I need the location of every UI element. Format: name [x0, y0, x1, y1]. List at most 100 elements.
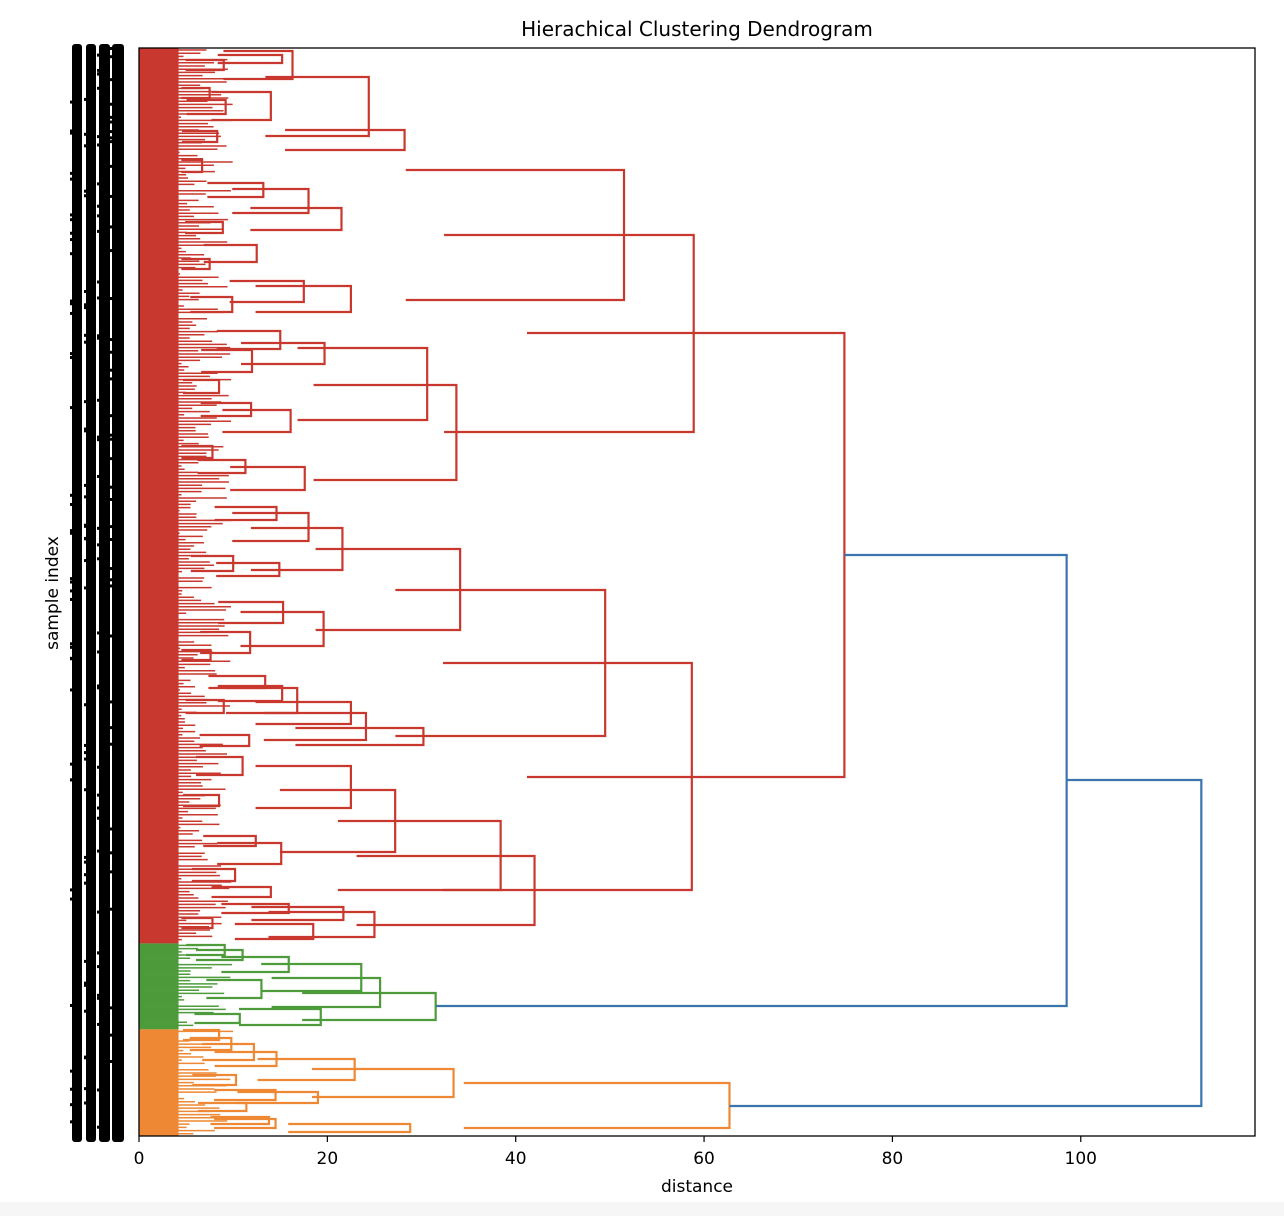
leaf-label-glyph [97, 398, 99, 402]
red-cluster-link [356, 854, 536, 927]
red-cluster-link [181, 129, 219, 144]
leaf-label-glyph [84, 429, 86, 433]
orange-cluster-link [214, 1117, 277, 1130]
red-cluster-link [222, 408, 292, 434]
red-cluster-link [250, 206, 343, 232]
leaf-label-glyph [110, 377, 112, 381]
red-cluster-link [229, 279, 305, 304]
leaf-label-glyph [110, 1006, 112, 1010]
leaf-label-column [86, 44, 96, 1142]
leaf-label-glyph [70, 171, 72, 175]
leaf-label-glyph [97, 214, 99, 218]
leaf-label-glyph [97, 53, 99, 57]
leaf-label-glyph [97, 143, 99, 147]
leaf-label-glyph [70, 238, 72, 242]
red-cluster-link [223, 49, 294, 81]
red-cluster-link [195, 755, 244, 777]
leaf-label-glyph [110, 634, 112, 638]
red-cluster-link [181, 257, 211, 271]
leaf-label-glyph [84, 340, 86, 344]
x-tick-label: 20 [317, 1149, 339, 1169]
leaf-label-glyph [84, 495, 86, 499]
leaf-label-glyph [70, 762, 72, 766]
leaf-label-glyph [110, 46, 112, 50]
bottom-strip [0, 1202, 1284, 1216]
leaf-label-glyph [97, 135, 99, 139]
leaf-label-glyph [84, 757, 86, 761]
leaf-label-glyph [84, 881, 86, 885]
leaf-label-glyph [110, 350, 112, 354]
leaf-label-glyph [70, 589, 72, 593]
red-cluster-link [203, 834, 257, 848]
leaf-label-glyph [110, 414, 112, 418]
leaf-label-glyph [84, 427, 86, 431]
leaf-label-glyph [110, 249, 112, 253]
red-cluster-link [190, 554, 235, 573]
x-tick-label: 40 [505, 1149, 527, 1169]
red-cluster-link [186, 98, 227, 116]
leaf-label-glyph [70, 231, 72, 235]
red-cluster-link [251, 905, 345, 922]
leaf-label-glyph [110, 525, 112, 529]
red-cluster-link [221, 902, 290, 915]
leaf-label-glyph [84, 788, 86, 792]
leaf-label-glyph [110, 851, 112, 855]
leaf-label-glyph [97, 557, 99, 561]
leaf-label-glyph [110, 700, 112, 704]
leaf-label-glyph [70, 311, 72, 315]
leaf-label-glyph [84, 586, 86, 590]
leaf-label-glyph [110, 827, 112, 831]
leaf-label-glyph [110, 538, 112, 542]
red-cluster-link [217, 53, 284, 65]
leaf-label-glyph [84, 751, 86, 755]
leaf-label-glyph [97, 1022, 99, 1026]
leaf-label-glyph [84, 132, 86, 136]
leaf-label-glyph [84, 981, 86, 985]
leaf-label-glyph [110, 1033, 112, 1037]
leaf-label-glyph [84, 144, 86, 148]
leaf-label-glyph [110, 225, 112, 229]
red-cluster-link [183, 793, 221, 808]
leaf-label-column [99, 44, 110, 1142]
red-cluster-link [241, 341, 326, 366]
leaf-label-glyph [70, 597, 72, 601]
orange-cluster-link [214, 1088, 277, 1102]
leaf-label-glyph [70, 502, 72, 506]
leaf-label-glyph [97, 543, 99, 547]
leaf-label-glyph [84, 483, 86, 487]
x-axis-label: distance [661, 1177, 733, 1197]
red-cluster-link [265, 75, 370, 138]
leaf-label-glyph [110, 368, 112, 372]
leaf-label-column [72, 44, 82, 1142]
red-cluster-link [199, 733, 251, 748]
plot-frame [138, 47, 1256, 1137]
leaf-label-glyph [84, 559, 86, 563]
x-tick-label: 60 [693, 1149, 715, 1169]
leaf-label-glyph [84, 189, 86, 193]
leaf-label-glyph [110, 485, 112, 489]
leaf-label-glyph [70, 302, 72, 306]
leaf-label-glyph [70, 493, 72, 497]
leaf-label-glyph [97, 793, 99, 797]
x-tick-label: 100 [1065, 1149, 1097, 1169]
leaf-label-glyph [84, 290, 86, 294]
leaf-label-glyph [84, 537, 86, 541]
leaf-label-glyph [70, 888, 72, 892]
leaf-label-glyph [110, 136, 112, 140]
leaf-label-glyph [97, 686, 99, 690]
leaf-label-glyph [70, 897, 72, 901]
dendrogram-links [181, 49, 1203, 1134]
orange-cluster-link [192, 1073, 238, 1087]
leaf-lines [139, 49, 234, 1135]
red-cluster-link [255, 764, 352, 810]
red-cluster-link [181, 444, 214, 460]
leaf-label-glyph [70, 100, 72, 104]
leaf-label-glyph [110, 433, 112, 437]
green-cluster-link [186, 943, 226, 957]
leaf-label-glyph [97, 806, 99, 810]
cluster-fills [139, 48, 179, 1136]
red-cluster-link [181, 86, 211, 100]
green-cluster-link [238, 1007, 322, 1027]
leaf-label-glyph [97, 965, 99, 969]
